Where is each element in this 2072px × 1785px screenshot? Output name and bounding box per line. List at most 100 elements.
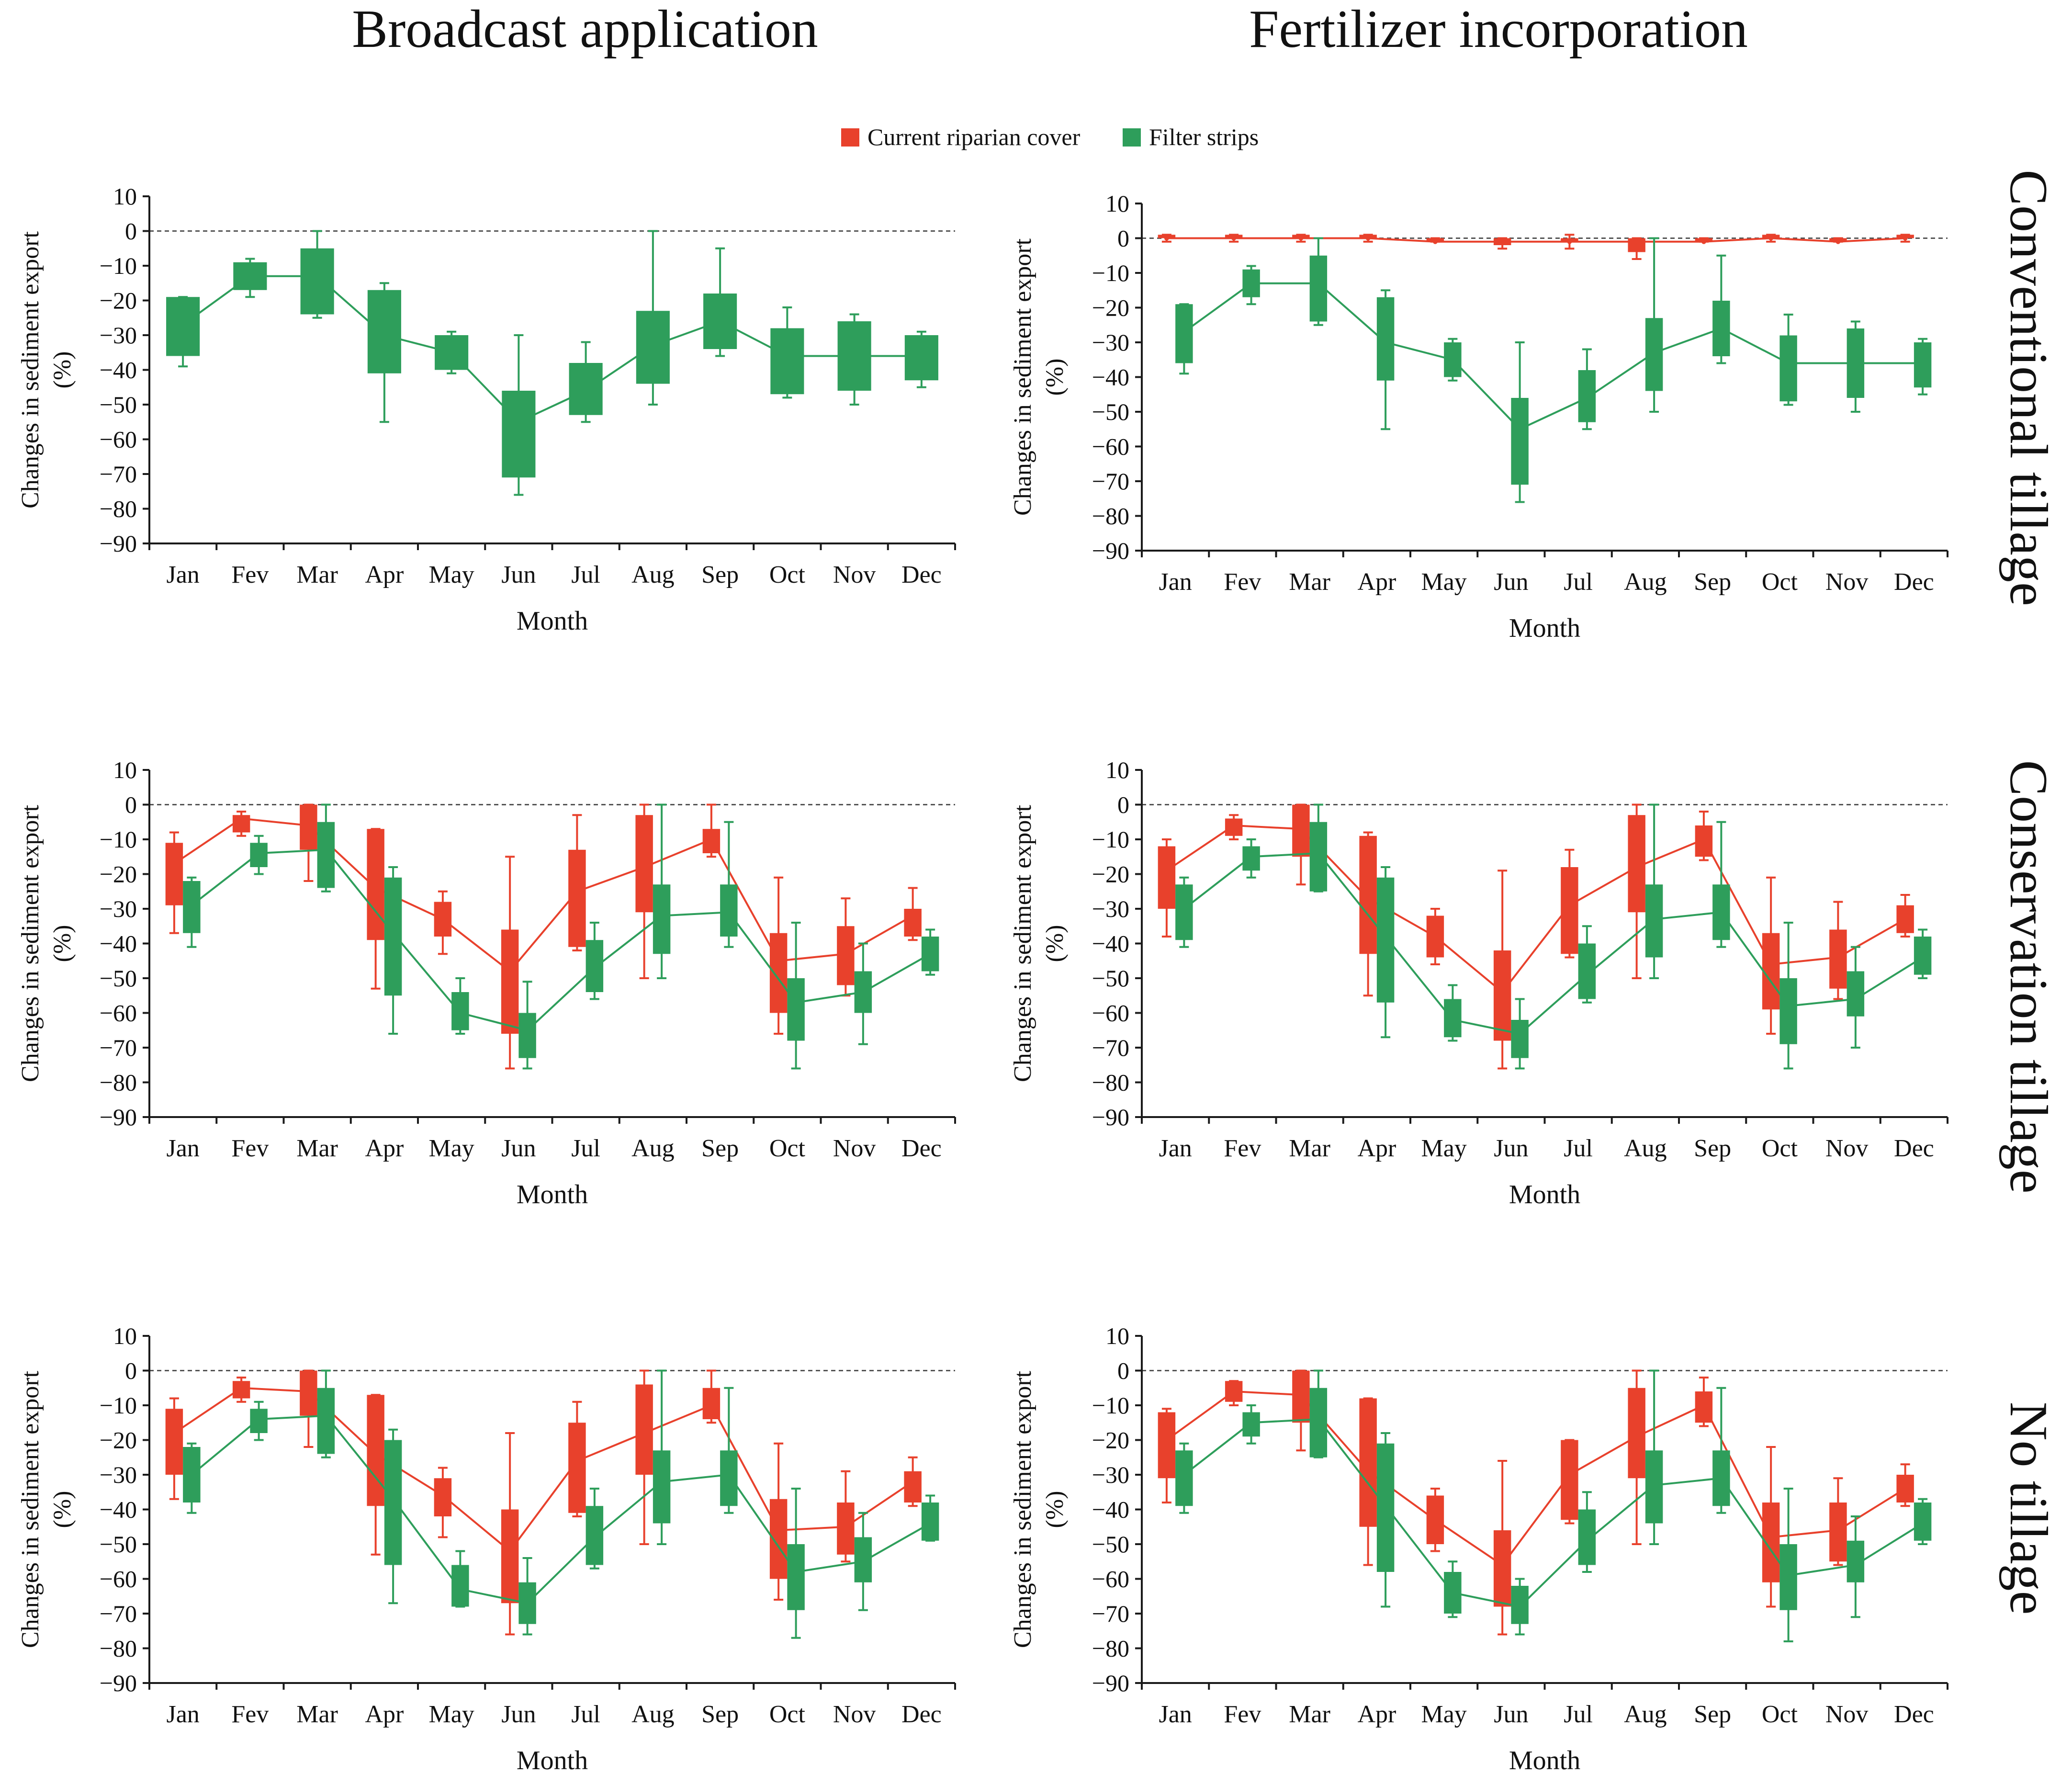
box bbox=[502, 391, 536, 478]
row-title-no-tillage: No tillage bbox=[1999, 1402, 2058, 1615]
y-tick-label: −90 bbox=[1092, 1670, 1129, 1696]
x-tick-label: Oct bbox=[1762, 1701, 1798, 1728]
mean-point bbox=[776, 1528, 781, 1533]
mean-point bbox=[1634, 865, 1639, 870]
box bbox=[367, 829, 384, 940]
y-tick-label: −20 bbox=[1092, 294, 1129, 321]
mean-point bbox=[852, 353, 857, 359]
y-tick-label: −60 bbox=[1092, 433, 1129, 460]
mean-point bbox=[1719, 1476, 1724, 1481]
mean-point bbox=[1365, 236, 1371, 241]
mean-point bbox=[592, 1535, 597, 1540]
x-tick-label: Dec bbox=[1894, 568, 1934, 596]
mean-point bbox=[306, 1389, 311, 1394]
mean-point bbox=[1567, 239, 1572, 244]
mean-point bbox=[1903, 1486, 1908, 1491]
mean-point bbox=[507, 969, 513, 974]
x-tick-label: Apr bbox=[365, 1135, 404, 1162]
mean-point bbox=[1920, 1521, 1926, 1526]
mean-line bbox=[1166, 237, 1905, 243]
x-tick-label: Apr bbox=[365, 1701, 404, 1728]
mean-point bbox=[1383, 1503, 1388, 1509]
mean-point bbox=[1768, 1535, 1774, 1540]
series-current-riparian-cover bbox=[1158, 234, 1914, 260]
x-axis-label: Month bbox=[1509, 1746, 1580, 1775]
x-tick-label: May bbox=[1421, 568, 1466, 596]
x-tick-label: Fev bbox=[1224, 568, 1261, 596]
mean-point bbox=[928, 1521, 933, 1526]
x-axis-label: Month bbox=[517, 1746, 588, 1775]
box bbox=[769, 933, 788, 1013]
mean-point bbox=[171, 1431, 177, 1435]
mean-point bbox=[1450, 357, 1455, 362]
x-tick-label: Aug bbox=[631, 561, 675, 588]
box bbox=[165, 843, 183, 905]
x-tick-label: Aug bbox=[631, 1701, 675, 1728]
y-tick-label: −20 bbox=[1092, 1427, 1129, 1454]
mean-point bbox=[1316, 1417, 1321, 1422]
series-current-riparian-cover bbox=[1158, 803, 1914, 1070]
mean-point bbox=[1920, 361, 1926, 366]
mean-point bbox=[659, 1479, 664, 1484]
x-tick-label: Dec bbox=[1894, 1701, 1934, 1728]
y-tick-label: 0 bbox=[1117, 1357, 1129, 1384]
mean-point bbox=[180, 322, 186, 328]
mean-point bbox=[860, 1559, 866, 1564]
mean-line bbox=[182, 275, 922, 423]
box bbox=[653, 1450, 671, 1524]
y-tick-label: −60 bbox=[100, 426, 137, 453]
box bbox=[1847, 971, 1865, 1017]
box bbox=[384, 1440, 402, 1565]
mean-point bbox=[659, 913, 664, 918]
box bbox=[1628, 1388, 1645, 1479]
series-filter-strips bbox=[1175, 803, 1932, 1070]
mean-point bbox=[650, 343, 655, 348]
mean-point bbox=[1298, 1392, 1304, 1398]
box bbox=[635, 815, 653, 913]
x-tick-label: Apr bbox=[1357, 1701, 1396, 1728]
mean-point bbox=[583, 388, 588, 393]
mean-point bbox=[1383, 934, 1388, 939]
y-tick-label: −90 bbox=[100, 1670, 137, 1696]
box bbox=[1578, 1509, 1596, 1565]
box bbox=[1376, 297, 1395, 381]
y-tick-label: −30 bbox=[1092, 1461, 1129, 1488]
series-filter-strips bbox=[183, 1369, 939, 1639]
x-tick-label: Jan bbox=[166, 1701, 199, 1728]
y-tick-label: 0 bbox=[1117, 225, 1129, 252]
y-tick-label: 10 bbox=[113, 183, 137, 210]
mean-point bbox=[1182, 906, 1187, 911]
y-tick-label: −40 bbox=[100, 357, 137, 384]
mean-point bbox=[642, 865, 647, 870]
box bbox=[1158, 846, 1176, 909]
mean-point bbox=[1298, 236, 1304, 241]
box bbox=[1309, 1388, 1328, 1457]
x-tick-label: Fev bbox=[231, 1701, 269, 1728]
mean-point bbox=[1500, 990, 1505, 994]
y-tick-label: −80 bbox=[1092, 1635, 1129, 1662]
y-axis-label: Changes in sediment export bbox=[1009, 238, 1036, 516]
series-current-riparian-cover bbox=[1158, 1369, 1914, 1636]
mean-point bbox=[1567, 903, 1572, 908]
box bbox=[1779, 335, 1797, 402]
mean-line bbox=[173, 817, 913, 973]
mean-point bbox=[1786, 361, 1791, 366]
y-axis-label-unit: (%) bbox=[49, 351, 76, 389]
mean-point bbox=[1634, 1434, 1639, 1439]
mean-point bbox=[1182, 1472, 1187, 1477]
y-axis-label-unit: (%) bbox=[1041, 1491, 1069, 1528]
mean-point bbox=[171, 861, 177, 866]
y-tick-label: −60 bbox=[100, 1000, 137, 1027]
row-title-conventional: Conventional tillage bbox=[1999, 169, 2058, 606]
mean-point bbox=[1920, 955, 1926, 960]
x-tick-label: Apr bbox=[1357, 1135, 1396, 1162]
x-tick-label: Jun bbox=[1494, 1135, 1528, 1162]
x-tick-label: Apr bbox=[1357, 568, 1396, 596]
x-tick-label: Nov bbox=[833, 1135, 876, 1162]
y-tick-label: 0 bbox=[125, 1357, 137, 1384]
mean-point bbox=[726, 910, 732, 915]
x-tick-label: Sep bbox=[1694, 1701, 1731, 1728]
y-tick-label: 10 bbox=[1105, 757, 1129, 783]
x-tick-label: Nov bbox=[1825, 568, 1869, 596]
mean-point bbox=[315, 273, 320, 279]
